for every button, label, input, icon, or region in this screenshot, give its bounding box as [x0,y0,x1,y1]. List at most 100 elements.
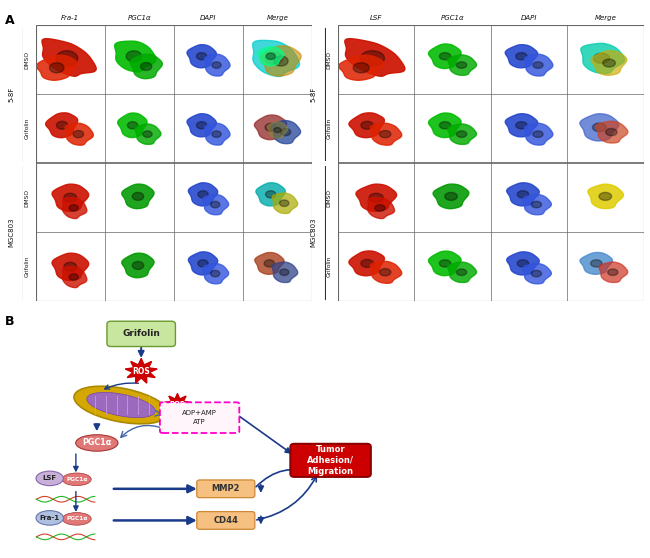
Polygon shape [212,62,221,68]
Polygon shape [260,46,301,76]
Polygon shape [65,123,94,145]
Text: DMSO: DMSO [326,51,332,69]
Polygon shape [255,253,284,275]
Text: A: A [5,14,15,27]
Polygon shape [204,123,230,145]
Polygon shape [380,131,391,138]
Polygon shape [114,41,156,72]
Polygon shape [439,122,450,129]
Polygon shape [46,113,78,138]
Text: ROS: ROS [170,401,185,407]
Text: LSF: LSF [43,475,57,482]
Polygon shape [439,52,450,60]
Polygon shape [533,131,543,137]
Polygon shape [188,183,218,206]
Polygon shape [525,123,553,145]
Polygon shape [196,52,207,60]
Polygon shape [62,198,87,219]
Polygon shape [126,51,142,62]
Polygon shape [268,122,288,138]
Text: PGC1α: PGC1α [127,15,151,21]
Polygon shape [591,260,602,267]
FancyBboxPatch shape [160,402,239,433]
Text: Grifolin: Grifolin [24,256,29,277]
Polygon shape [507,252,540,275]
Text: Grifolin: Grifolin [122,329,160,338]
Polygon shape [272,121,300,143]
Polygon shape [593,53,610,64]
Text: DMSO: DMSO [24,189,29,207]
Text: Merge: Merge [594,15,616,21]
Polygon shape [133,262,144,270]
Ellipse shape [36,511,64,525]
Polygon shape [507,183,540,206]
Polygon shape [196,122,207,129]
Polygon shape [42,39,96,76]
Text: Grifolin: Grifolin [326,118,332,140]
Polygon shape [254,115,287,140]
Polygon shape [580,114,619,141]
Polygon shape [36,55,77,80]
Polygon shape [428,113,461,138]
Text: DMSO: DMSO [326,189,332,207]
Polygon shape [344,39,405,76]
Text: 5-8F: 5-8F [8,86,14,102]
Text: DAPI: DAPI [200,15,216,21]
Polygon shape [591,51,627,75]
Text: MGC803: MGC803 [310,218,317,247]
Polygon shape [505,45,538,68]
Polygon shape [523,194,551,215]
Polygon shape [265,52,283,65]
Polygon shape [448,124,476,145]
Polygon shape [212,131,221,137]
Polygon shape [596,121,628,143]
Polygon shape [515,122,527,129]
Polygon shape [505,114,538,137]
Polygon shape [118,113,147,138]
Polygon shape [375,205,385,211]
Polygon shape [370,123,402,145]
Polygon shape [369,193,384,202]
Ellipse shape [62,473,91,485]
Polygon shape [361,121,374,129]
Polygon shape [599,262,628,282]
Polygon shape [272,262,298,282]
Polygon shape [531,270,541,277]
Polygon shape [599,193,612,200]
Text: CD44: CD44 [213,516,239,525]
Text: PGC1α: PGC1α [66,477,87,482]
Text: PGC1α: PGC1α [441,15,464,21]
Polygon shape [264,260,274,267]
Polygon shape [127,122,138,129]
FancyBboxPatch shape [291,444,371,477]
Polygon shape [606,128,617,136]
Polygon shape [339,55,384,80]
Polygon shape [143,131,152,137]
Polygon shape [445,193,458,200]
Text: Grifolin: Grifolin [326,256,332,277]
Polygon shape [187,114,216,137]
Polygon shape [198,260,208,267]
Polygon shape [380,268,391,276]
Polygon shape [448,262,476,282]
Polygon shape [140,62,152,70]
Polygon shape [433,184,469,209]
Polygon shape [280,269,289,276]
Polygon shape [211,270,220,277]
Text: 5-8F: 5-8F [310,86,317,102]
Polygon shape [280,128,291,136]
Polygon shape [187,45,216,68]
Polygon shape [448,55,476,75]
Polygon shape [211,201,220,208]
Polygon shape [581,44,625,74]
Polygon shape [64,262,77,271]
Text: B: B [5,315,15,328]
Polygon shape [164,393,190,414]
Polygon shape [456,269,467,276]
Polygon shape [266,191,276,198]
Ellipse shape [74,386,168,424]
Polygon shape [361,51,384,66]
Polygon shape [57,121,68,129]
Text: Grifolin: Grifolin [24,118,29,140]
Text: PGC1α: PGC1α [82,439,112,448]
